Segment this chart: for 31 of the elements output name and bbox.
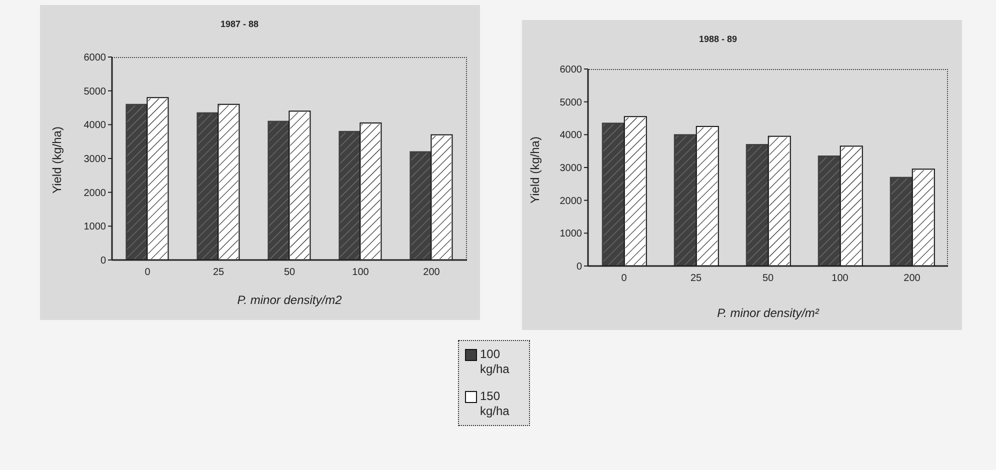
y-tick-label: 0 [100,256,106,267]
x-tick-label: 25 [212,267,224,278]
y-tick-label: 5000 [84,86,106,98]
legend-label: 100 kg/ha [480,347,510,377]
chart-title: 1987 - 88 [219,19,260,29]
y-tick-label: 2000 [84,188,106,199]
legend-label: 150 kg/ha [480,389,510,419]
y-tick-label: 4000 [84,120,106,132]
y-tick-label: 5000 [560,97,582,108]
y-axis-title: Yield (kg/ha) [50,126,64,194]
x-tick-label: 0 [621,273,628,284]
x-tick-label: 50 [284,267,296,278]
x-tick-label: 0 [144,267,151,278]
x-tick-label: 100 [832,273,849,284]
y-tick-label: 6000 [84,52,106,64]
y-tick-label: 1000 [84,222,106,233]
y-axis-title: Yield (kg/ha) [528,136,542,204]
x-axis-title: P. minor density/m2 [236,293,343,307]
x-tick-label: 200 [423,267,440,278]
y-tick-label: 6000 [560,64,582,76]
x-axis-title: P. minor density/m² [716,306,820,320]
x-tick-label: 50 [762,273,774,284]
x-tick-label: 25 [690,273,702,284]
x-tick-label: 100 [352,267,370,278]
y-tick-label: 3000 [84,154,106,166]
chart-title: 1988 - 89 [698,34,738,44]
y-tick-label: 3000 [560,163,582,174]
y-tick-label: 2000 [560,196,582,207]
y-tick-label: 1000 [560,228,582,240]
y-tick-label: 4000 [560,130,582,142]
x-tick-label: 200 [904,273,921,284]
